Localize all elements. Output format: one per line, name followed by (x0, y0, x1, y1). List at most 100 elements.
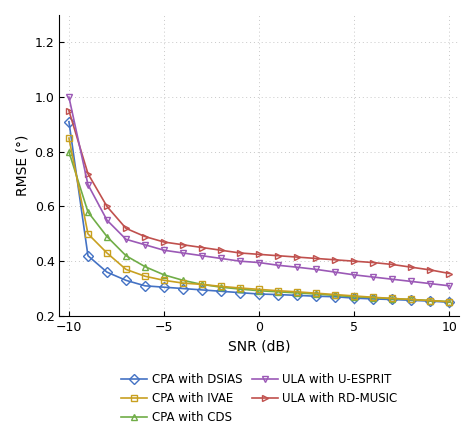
CPA with CDS (409, 297, 414, 302)
ULA with RD-MUSIC (142, 234, 148, 239)
CPA with IVAE (219, 284, 224, 289)
CPA with IVAE (237, 285, 243, 291)
CPA with DSIAS (447, 300, 452, 305)
CPA with IVAE (352, 293, 357, 299)
CPA with IVAE (104, 250, 110, 256)
ULA with U-ESPRIT (313, 267, 319, 272)
ULA with RD-MUSIC (85, 171, 91, 176)
ULA with U-ESPRIT (371, 274, 376, 280)
ULA with U-ESPRIT (294, 264, 300, 270)
Line: CPA with DSIAS: CPA with DSIAS (65, 118, 453, 306)
CPA with CDS (85, 209, 91, 215)
CPA with DSIAS (142, 283, 148, 289)
CPA with IVAE (275, 288, 281, 293)
CPA with DSIAS (161, 285, 167, 290)
CPA with IVAE (447, 299, 452, 304)
ULA with U-ESPRIT (199, 253, 205, 258)
CPA with CDS (294, 290, 300, 296)
CPA with DSIAS (294, 293, 300, 298)
CPA with CDS (142, 264, 148, 269)
ULA with U-ESPRIT (332, 269, 338, 275)
CPA with DSIAS (371, 296, 376, 301)
ULA with U-ESPRIT (180, 250, 186, 256)
ULA with RD-MUSIC (371, 260, 376, 265)
Y-axis label: RMSE (°): RMSE (°) (15, 135, 29, 196)
ULA with RD-MUSIC (66, 108, 72, 113)
ULA with RD-MUSIC (237, 250, 243, 256)
ULA with RD-MUSIC (447, 271, 452, 276)
Line: ULA with RD-MUSIC: ULA with RD-MUSIC (65, 107, 453, 277)
CPA with IVAE (123, 267, 129, 272)
ULA with U-ESPRIT (390, 277, 395, 282)
CPA with DSIAS (180, 286, 186, 291)
CPA with DSIAS (199, 287, 205, 293)
ULA with U-ESPRIT (161, 248, 167, 253)
CPA with DSIAS (104, 269, 110, 275)
X-axis label: SNR (dB): SNR (dB) (228, 339, 291, 353)
CPA with CDS (428, 298, 433, 303)
ULA with RD-MUSIC (256, 252, 262, 257)
ULA with RD-MUSIC (294, 254, 300, 260)
CPA with CDS (66, 149, 72, 154)
ULA with RD-MUSIC (275, 253, 281, 258)
CPA with IVAE (332, 292, 338, 297)
ULA with U-ESPRIT (428, 281, 433, 286)
CPA with IVAE (409, 297, 414, 302)
CPA with IVAE (161, 278, 167, 283)
CPA with DSIAS (428, 298, 433, 304)
ULA with U-ESPRIT (352, 272, 357, 277)
CPA with CDS (219, 285, 224, 290)
CPA with IVAE (294, 289, 300, 294)
Line: CPA with CDS: CPA with CDS (65, 149, 453, 305)
ULA with U-ESPRIT (66, 95, 72, 100)
CPA with CDS (371, 295, 376, 300)
CPA with CDS (104, 234, 110, 239)
CPA with CDS (390, 296, 395, 301)
ULA with U-ESPRIT (104, 218, 110, 223)
CPA with IVAE (390, 296, 395, 301)
CPA with DSIAS (219, 289, 224, 294)
ULA with U-ESPRIT (256, 260, 262, 265)
ULA with U-ESPRIT (275, 263, 281, 268)
ULA with RD-MUSIC (409, 264, 414, 270)
CPA with IVAE (85, 231, 91, 236)
ULA with U-ESPRIT (85, 182, 91, 187)
ULA with RD-MUSIC (313, 256, 319, 261)
CPA with DSIAS (332, 294, 338, 299)
CPA with CDS (180, 278, 186, 283)
CPA with DSIAS (409, 297, 414, 303)
CPA with CDS (123, 253, 129, 258)
ULA with RD-MUSIC (180, 242, 186, 248)
CPA with DSIAS (66, 119, 72, 124)
ULA with RD-MUSIC (390, 262, 395, 267)
CPA with CDS (313, 291, 319, 297)
ULA with RD-MUSIC (161, 240, 167, 245)
ULA with RD-MUSIC (352, 259, 357, 264)
CPA with CDS (161, 272, 167, 277)
CPA with DSIAS (313, 293, 319, 299)
CPA with DSIAS (275, 292, 281, 297)
CPA with CDS (447, 299, 452, 304)
ULA with U-ESPRIT (409, 279, 414, 284)
CPA with DSIAS (123, 278, 129, 283)
ULA with U-ESPRIT (237, 259, 243, 264)
ULA with RD-MUSIC (104, 204, 110, 209)
CPA with IVAE (371, 295, 376, 300)
ULA with RD-MUSIC (219, 248, 224, 253)
CPA with DSIAS (85, 253, 91, 258)
CPA with CDS (332, 293, 338, 298)
ULA with RD-MUSIC (199, 245, 205, 250)
CPA with IVAE (199, 282, 205, 287)
CPA with CDS (237, 286, 243, 292)
CPA with IVAE (180, 281, 186, 286)
CPA with IVAE (313, 290, 319, 296)
CPA with IVAE (142, 273, 148, 279)
CPA with CDS (352, 294, 357, 299)
CPA with IVAE (66, 136, 72, 141)
CPA with DSIAS (390, 297, 395, 302)
ULA with RD-MUSIC (332, 257, 338, 263)
ULA with U-ESPRIT (142, 242, 148, 248)
Line: ULA with U-ESPRIT: ULA with U-ESPRIT (65, 94, 453, 289)
CPA with IVAE (256, 287, 262, 292)
ULA with U-ESPRIT (219, 256, 224, 261)
